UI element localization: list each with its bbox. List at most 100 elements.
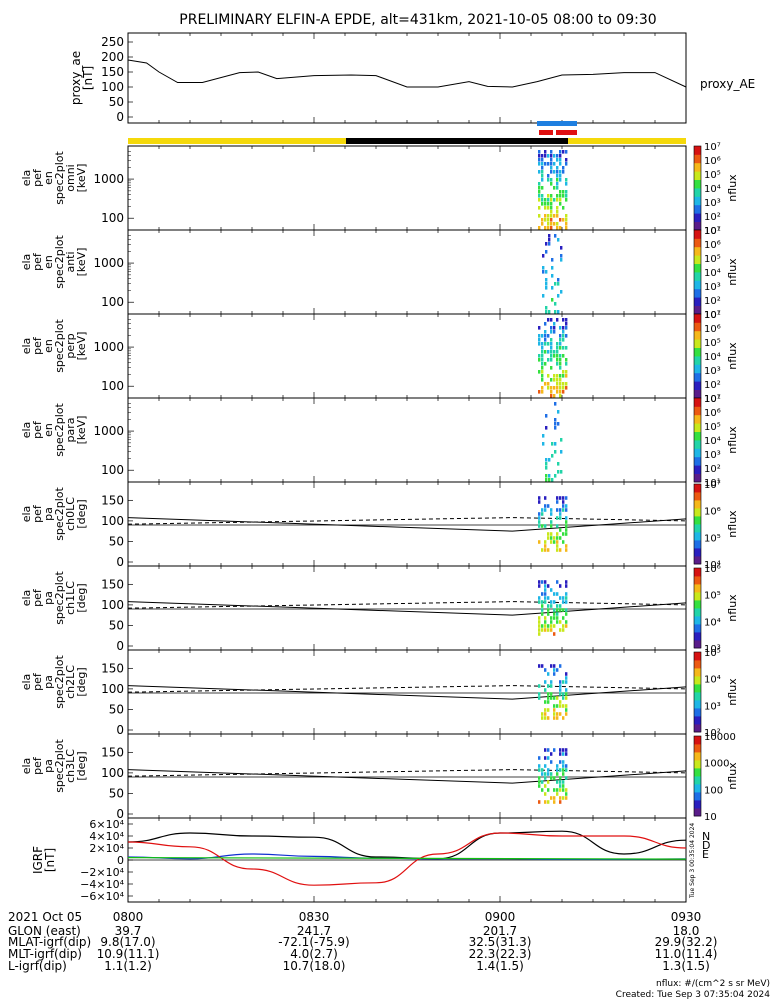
spectrogram-pixel xyxy=(550,772,553,776)
spectrogram-pixel xyxy=(548,238,551,242)
pa-spec2plot-ch2LC-colorbar-swatch xyxy=(694,705,701,708)
spectrogram-pixel xyxy=(550,628,553,632)
pa-spec2plot-ch2LC-colorbar-swatch xyxy=(694,701,701,704)
spectrogram-pixel xyxy=(556,592,559,596)
spectrogram-pixel xyxy=(554,282,557,286)
spectrogram-pixel xyxy=(553,616,556,620)
spectrogram-pixel xyxy=(556,508,559,512)
spectrogram-pixel xyxy=(538,150,541,154)
pa-spec2plot-ch2LC-colorbar-swatch xyxy=(694,698,701,701)
en-spec2plot-para-colorbar-tick-label: 10¹ xyxy=(704,478,721,489)
spectrogram-pixel xyxy=(553,330,556,334)
spectrogram-pixel xyxy=(556,166,559,170)
spectrogram-pixel xyxy=(551,298,554,302)
en-spec2plot-perp-colorbar-swatch xyxy=(694,323,701,326)
spectrogram-pixel xyxy=(545,278,548,282)
en-spec2plot-para-colorbar-swatch xyxy=(694,437,701,439)
en-spec2plot-para-colorbar-swatch xyxy=(694,479,701,481)
spectrogram-pixel xyxy=(562,500,565,504)
en-spec2plot-anti-colorbar-swatch xyxy=(694,234,701,236)
igrf-ytick-label: 0 xyxy=(117,854,124,867)
spectrogram-pixel xyxy=(547,358,550,362)
spectrogram-pixel xyxy=(565,688,568,692)
spectrogram-pixel xyxy=(565,318,568,322)
pa-spec2plot-ch3LC-colorbar-swatch xyxy=(694,762,701,765)
spectrogram-pixel xyxy=(538,516,541,520)
pa-spec2plot-ch2LC-colorbar-swatch xyxy=(694,662,701,665)
spectrogram-pixel xyxy=(560,438,563,442)
spectrogram-pixel xyxy=(547,548,550,552)
spectrogram-pixel xyxy=(559,700,562,704)
en-spec2plot-anti-colorbar-swatch xyxy=(694,280,701,283)
en-spec2plot-anti-colorbar-swatch xyxy=(694,283,701,285)
spectrogram-pixel xyxy=(556,158,559,162)
pa-spec2plot-ch1LC-colorbar-swatch xyxy=(694,626,701,629)
en-spec2plot-para-colorbar-swatch xyxy=(694,400,701,403)
spectrogram-pixel xyxy=(538,334,541,338)
pa-spec2plot-ch3LC-colorbar-tick-label: 1000 xyxy=(704,759,729,770)
en-spec2plot-perp-colorbar-tick-label: 10⁶ xyxy=(704,324,721,335)
spectrogram-pixel xyxy=(556,206,559,210)
en-spec2plot-omni-colorbar-tick-label: 10⁵ xyxy=(704,170,721,181)
spectrogram-pixel xyxy=(559,584,562,588)
spectrogram-pixel xyxy=(544,668,547,672)
spectrogram-pixel xyxy=(556,668,559,672)
en-spec2plot-anti-colorbar-swatch xyxy=(694,272,701,274)
spectrogram-pixel xyxy=(544,202,547,206)
en-spec2plot-perp-colorbar-tick-label: 10² xyxy=(704,380,721,391)
pa-spec2plot-ch3LC-colorbar-swatch xyxy=(694,814,701,817)
pa-spec2plot-ch1LC-colorbar-swatch xyxy=(694,620,701,622)
pa-spec2plot-ch0LC-colorbar-swatch xyxy=(694,493,701,496)
spectrogram-pixel xyxy=(565,346,568,350)
en-spec2plot-perp-colorbar-swatch xyxy=(694,374,701,376)
spectrogram-pixel xyxy=(550,684,553,688)
en-spec2plot-omni-ytick-label: 100 xyxy=(101,211,124,225)
spectrogram-pixel xyxy=(559,536,562,540)
spectrogram-pixel xyxy=(556,382,559,386)
spectrogram-pixel xyxy=(538,768,541,772)
spectrogram-pixel xyxy=(559,170,562,174)
spectrogram-pixel xyxy=(562,354,565,358)
spectrogram-pixel xyxy=(553,776,556,780)
en-spec2plot-para-colorbar-swatch xyxy=(694,427,701,430)
spectrogram-pixel xyxy=(547,504,550,508)
spectrogram-pixel xyxy=(547,596,550,600)
spectrogram-pixel xyxy=(538,358,541,362)
proxy-ae-ytick-label: 200 xyxy=(101,50,124,64)
pa-spec2plot-ch2LC-ytick-label: 50 xyxy=(109,702,124,716)
spectrogram-pixel xyxy=(559,226,562,230)
en-spec2plot-omni-colorbar-swatch xyxy=(694,167,701,169)
spectrogram-pixel xyxy=(547,350,550,354)
proxy-ae-line xyxy=(127,59,687,88)
pa-spec2plot-ch1LC-colorbar-swatch xyxy=(694,629,701,632)
pa-spec2plot-ch2LC-colorbar-swatch xyxy=(694,721,701,724)
spectrogram-pixel xyxy=(559,198,562,202)
spectrogram-pixel xyxy=(545,466,548,470)
spectrogram-pixel xyxy=(541,390,544,394)
en-spec2plot-omni-colorbar-swatch xyxy=(694,168,701,171)
spectrogram-pixel xyxy=(559,202,562,206)
pa-spec2plot-ch0LC-colorbar-swatch xyxy=(694,502,701,505)
en-spec2plot-para-colorbar-swatch xyxy=(694,463,701,466)
spectrogram-pixel xyxy=(550,604,553,608)
pa-spec2plot-ch2LC-colorbar-swatch xyxy=(694,718,701,721)
en-spec2plot-omni-colorbar-tick-label: 10⁴ xyxy=(704,184,721,195)
spectrogram-pixel xyxy=(542,270,545,274)
spectrogram-pixel xyxy=(548,478,551,482)
spectrogram-pixel xyxy=(544,154,547,158)
pa-spec2plot-ch1LC-colorbar-swatch xyxy=(694,644,701,646)
spectrogram-pixel xyxy=(562,608,565,612)
en-spec2plot-anti-colorbar-swatch xyxy=(694,290,701,292)
en-spec2plot-omni-colorbar-swatch xyxy=(694,162,701,165)
spectrogram-pixel xyxy=(562,504,565,508)
glon-value: 201.7 xyxy=(483,924,517,938)
en-spec2plot-para-colorbar-swatch xyxy=(694,466,701,469)
spectrogram-pixel xyxy=(544,548,547,552)
spectrogram-pixel xyxy=(556,154,559,158)
en-spec2plot-perp-colorbar-swatch xyxy=(694,339,701,341)
mlt-value: 4.0(2.7) xyxy=(290,947,338,961)
spectrogram-pixel xyxy=(547,684,550,688)
en-spec2plot-omni-colorbar-swatch xyxy=(694,228,701,231)
spectrogram-pixel xyxy=(550,346,553,350)
pa-spec2plot-ch3LC-colorbar-tick-label: 100 xyxy=(704,785,723,796)
